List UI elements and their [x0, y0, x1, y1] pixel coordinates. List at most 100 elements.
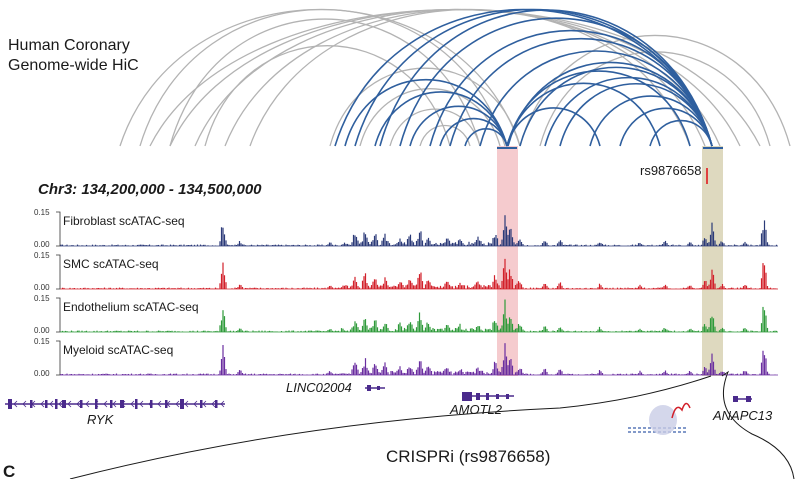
ryk-strand-arrow [76, 400, 81, 408]
hic-arc-gray [204, 45, 451, 147]
track-ymin-label: 0.00 [34, 326, 50, 335]
track-ymin-label: 0.00 [34, 283, 50, 292]
ryk-strand-arrow [157, 400, 162, 408]
ryk-strand-arrow [13, 400, 18, 408]
atac-tracks [56, 211, 778, 376]
hic-title-line2: Genome-wide HiC [8, 57, 139, 74]
anapc13-exon [746, 396, 751, 402]
ryk-strand-arrow [121, 400, 126, 408]
snp-label: rs9876658 [640, 163, 702, 178]
ryk-exon [45, 400, 48, 408]
ryk-strand-arrow [211, 400, 216, 408]
ryk-strand-arrow [94, 400, 99, 408]
hic-arcs [119, 8, 791, 147]
ryk-strand-arrow [130, 400, 135, 408]
anapc13-exon [733, 396, 738, 402]
ryk-strand-arrow [220, 400, 225, 408]
ryk-strand-arrow [139, 400, 144, 408]
track-ymax-label: 0.15 [34, 294, 50, 303]
track-ymin-label: 0.00 [34, 369, 50, 378]
hic-arc-blue [506, 107, 601, 147]
track-label: SMC scATAC-seq [61, 257, 161, 271]
hic-arc-blue [464, 128, 508, 147]
ryk-exon [180, 399, 184, 409]
hic-arc-blue [649, 120, 713, 147]
ryk-exon [30, 400, 33, 408]
ryk-exon [110, 400, 113, 408]
hic-arc-blue [379, 9, 713, 147]
track-signal [60, 215, 778, 246]
panel-letter-c: C [3, 462, 16, 481]
crispri-schematic-icon [628, 402, 691, 435]
track-label: Fibroblast scATAC-seq [61, 214, 187, 228]
hic-arc-blue [559, 83, 713, 147]
gene-models [5, 385, 752, 409]
hic-title-line1: Human Coronary [8, 37, 130, 54]
ryk-exon [8, 399, 12, 409]
ryk-exons [8, 399, 225, 409]
hic-arc-gray [169, 18, 481, 147]
ryk-strand-arrow [175, 400, 180, 408]
hic-arc-blue [374, 91, 508, 147]
ryk-exon [215, 400, 218, 408]
hic-arc-gray [329, 67, 521, 147]
gene-label-amotl2: AMOTL2 [450, 402, 503, 417]
amotl2-exon [506, 394, 509, 399]
linc-exon [377, 386, 380, 390]
hic-arc-blue [589, 95, 713, 147]
gene-label-anapc13: ANAPC13 [713, 408, 773, 423]
snp-highlight-band [702, 146, 723, 376]
ryk-strand-arrow [40, 400, 45, 408]
ryk-exon [200, 400, 203, 408]
ryk-exon [150, 400, 153, 408]
hic-arc-blue [409, 105, 508, 147]
amotl2-exon [462, 392, 472, 401]
ryk-strand-arrow [49, 400, 54, 408]
hic-arc-blue [619, 107, 713, 147]
panel-letter-b [0, 0, 4, 11]
ryk-strand-arrow [58, 400, 63, 408]
ryk-strand-arrow [103, 400, 108, 408]
track-axis [56, 340, 61, 376]
track-signal [60, 343, 776, 375]
hic-arc-blue [479, 50, 713, 147]
ryk-strand-arrow [202, 400, 207, 408]
track-signal [60, 299, 778, 332]
ryk-exon [135, 399, 138, 409]
hic-arc-gray [419, 124, 471, 147]
ryk-strand-arrow [148, 400, 153, 408]
amotl2-highlight-band [497, 146, 518, 376]
hic-arc-blue [506, 82, 661, 147]
hic-arc-gray [359, 88, 501, 147]
ryk-exon [62, 400, 66, 408]
ryk-strand-arrow [31, 400, 36, 408]
hic-arc-blue [439, 117, 508, 147]
gene-label-ryk: RYK [87, 412, 114, 427]
hic-arc-gray [389, 108, 481, 147]
ryk-strand-arrow [67, 400, 72, 408]
track-signal [61, 258, 778, 289]
track-ymin-label: 0.00 [34, 240, 50, 249]
ryk-strand-arrow [166, 400, 171, 408]
ryk-strand-arrow [22, 400, 27, 408]
track-label: Endothelium scATAC-seq [61, 300, 201, 314]
track-label: Myeloid scATAC-seq [61, 343, 176, 357]
ryk-strand-arrow [85, 400, 90, 408]
ryk-strand-arrow [193, 400, 198, 408]
ryk-exon [95, 399, 98, 409]
track-axis [56, 297, 61, 333]
amotl2-exon [496, 394, 499, 399]
track-axis [56, 254, 61, 290]
hic-arc-blue [506, 70, 691, 147]
hic-title: Human Coronary Genome-wide HiC [8, 36, 139, 76]
ryk-strand-arrow [184, 400, 189, 408]
amotl2-exon [476, 393, 480, 400]
hic-arc-blue [344, 78, 508, 147]
ryk-exon [55, 399, 58, 409]
track-axis [56, 211, 61, 247]
gene-label-linc02004: LINC02004 [286, 380, 352, 395]
amotl2-exon [486, 393, 489, 400]
ryk-strand-arrow [112, 400, 117, 408]
hic-arc-gray [169, 9, 741, 147]
